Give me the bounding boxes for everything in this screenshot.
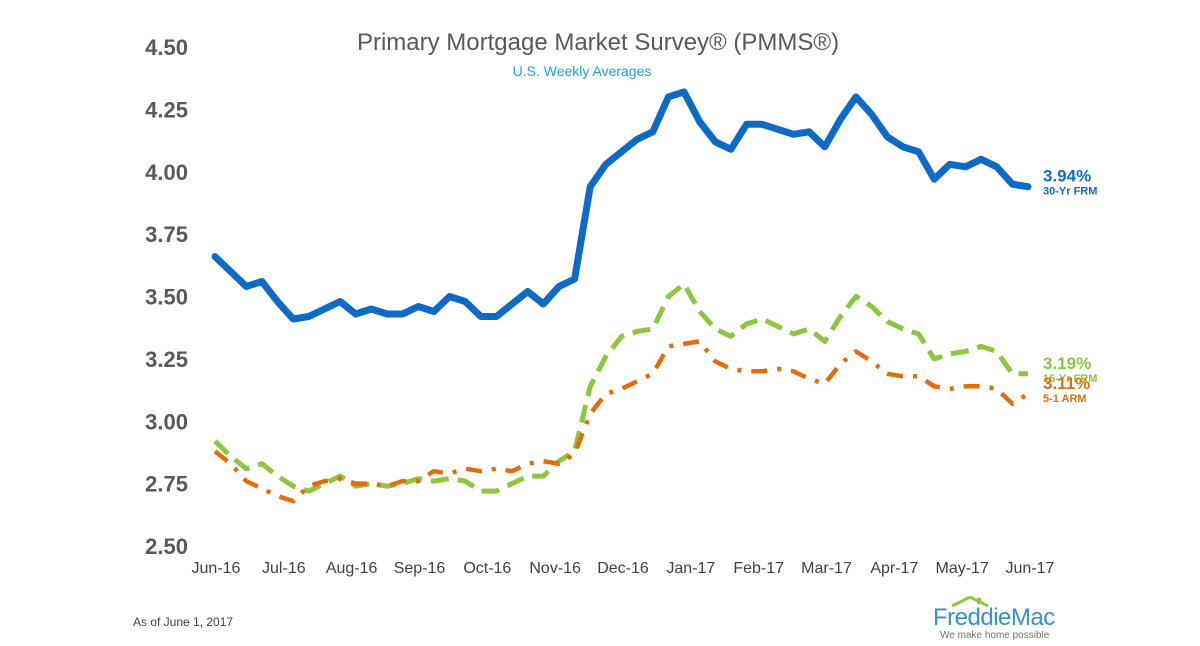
x-tick-label: Nov-16 <box>529 560 581 577</box>
x-tick-label: Jul-16 <box>262 560 306 577</box>
y-tick-label: 2.50 <box>145 534 188 559</box>
x-tick-label: May-17 <box>935 560 988 577</box>
end-value-frm15: 3.19% <box>1043 354 1091 373</box>
x-tick-label: Mar-17 <box>801 560 852 577</box>
x-tick-label: Sep-16 <box>394 560 446 577</box>
logo-tagline: We make home possible <box>940 630 1050 641</box>
as-of-date: As of June 1, 2017 <box>133 615 234 629</box>
logo-wordmark: FreddieMac <box>933 604 1055 631</box>
x-tick-label: Jun-16 <box>192 560 241 577</box>
end-name-arm51: 5-1 ARM <box>1043 393 1087 405</box>
chart: Primary Mortgage Market Survey® (PMMS®) … <box>145 29 1097 577</box>
chart-title: Primary Mortgage Market Survey® (PMMS®) <box>357 29 839 56</box>
x-tick-label: Jan-17 <box>666 560 715 577</box>
x-tick-label: Jun-17 <box>1006 560 1055 577</box>
y-tick-label: 3.25 <box>145 347 188 372</box>
series-line-arm51 <box>213 339 1030 504</box>
y-tick-label: 4.25 <box>145 97 188 122</box>
x-tick-label: Feb-17 <box>733 560 784 577</box>
y-tick-label: 3.00 <box>145 409 188 434</box>
chart-subtitle: U.S. Weekly Averages <box>513 63 652 79</box>
x-tick-label: Dec-16 <box>597 560 649 577</box>
end-name-frm30: 30-Yr FRM <box>1043 186 1097 198</box>
end-value-arm51: 3.11% <box>1043 374 1090 393</box>
y-tick-label: 4.00 <box>145 160 188 185</box>
y-tick-label: 4.50 <box>145 35 188 60</box>
series-lines <box>211 88 1032 504</box>
freddie-mac-logo: FreddieMac We make home possible <box>930 596 1080 644</box>
x-tick-label: Oct-16 <box>463 560 511 577</box>
y-axis-ticks: 4.50 4.25 4.00 3.75 3.50 3.25 3.00 2.75 2.50 <box>145 35 188 559</box>
end-name-frm15: 15-Yr FRM <box>1043 373 1097 385</box>
x-tick-label: Aug-16 <box>326 560 378 577</box>
x-axis-ticks: Jun-16 Jul-16 Aug-16 Sep-16 Oct-16 Nov-16 Dec-… <box>192 560 1055 577</box>
y-tick-label: 2.75 <box>145 472 188 497</box>
y-tick-label: 3.75 <box>145 222 188 247</box>
end-value-frm30: 3.94% <box>1043 167 1091 186</box>
house-roof-icon <box>951 596 989 608</box>
x-tick-label: Apr-17 <box>870 560 918 577</box>
y-tick-label: 3.50 <box>145 285 188 310</box>
series-line-frm30 <box>211 88 1032 323</box>
series-line-frm15 <box>213 281 1028 494</box>
